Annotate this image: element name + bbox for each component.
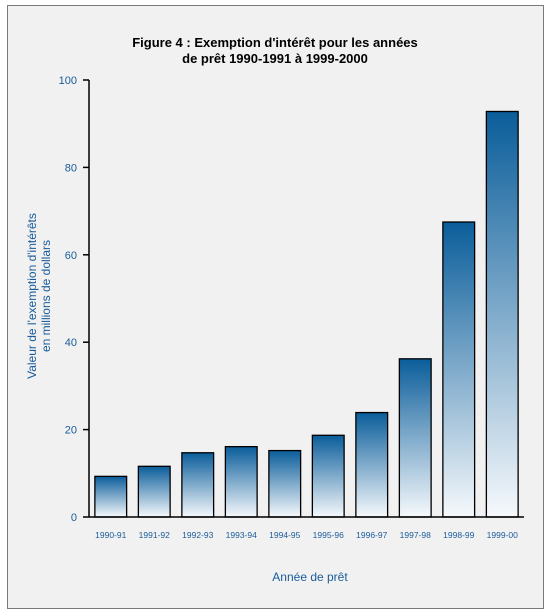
y-tick-label: 40	[65, 337, 77, 349]
bar-1990-91	[94, 475, 128, 518]
bar-1997-98	[398, 358, 432, 518]
x-tick-label: 1994-95	[269, 530, 300, 540]
bar-1993-94	[224, 445, 258, 518]
bar-1991-92	[137, 465, 171, 518]
x-tick-label: 1992-93	[182, 530, 213, 540]
bar-1992-93	[181, 452, 215, 518]
x-tick-label: 1998-99	[443, 530, 474, 540]
y-tick-label: 80	[65, 162, 77, 174]
x-tick-label: 1993-94	[226, 530, 257, 540]
x-tick-label: 1990-91	[95, 530, 126, 540]
bar-1998-99	[442, 221, 476, 518]
y-ticks-group: 0 20 40 60 80 100	[59, 75, 89, 524]
bar-1994-95	[268, 449, 302, 518]
x-axis-label: Année de prêt	[272, 570, 348, 584]
x-tick-label: 1997-98	[400, 530, 431, 540]
x-ticks-group: 1990-91 1991-92 1992-93 1993-94 1994-95 1995-…	[95, 530, 518, 540]
bar-1999-00	[485, 110, 519, 518]
bar-1996-97	[355, 411, 389, 518]
y-tick-label: 100	[59, 75, 77, 87]
bars-group	[94, 110, 519, 518]
y-axis-label: Valeur de l'exemption d'intérêts en mill…	[25, 213, 53, 379]
y-axis-label-line-2: en millions de dollars	[39, 240, 53, 352]
y-tick-label: 0	[71, 512, 77, 524]
y-tick-label: 60	[65, 250, 77, 262]
bar-1995-96	[311, 434, 345, 518]
chart-title-line-1: Figure 4 : Exemption d'intérêt pour les …	[132, 35, 418, 50]
x-tick-label: 1995-96	[313, 530, 344, 540]
x-tick-label: 1999-00	[487, 530, 518, 540]
y-tick-label: 20	[65, 425, 77, 437]
y-axis-label-line-1: Valeur de l'exemption d'intérêts	[25, 213, 39, 379]
chart-title-line-2: de prêt 1990-1991 à 1999-2000	[182, 51, 368, 66]
x-tick-label: 1991-92	[139, 530, 170, 540]
x-tick-label: 1996-97	[356, 530, 387, 540]
